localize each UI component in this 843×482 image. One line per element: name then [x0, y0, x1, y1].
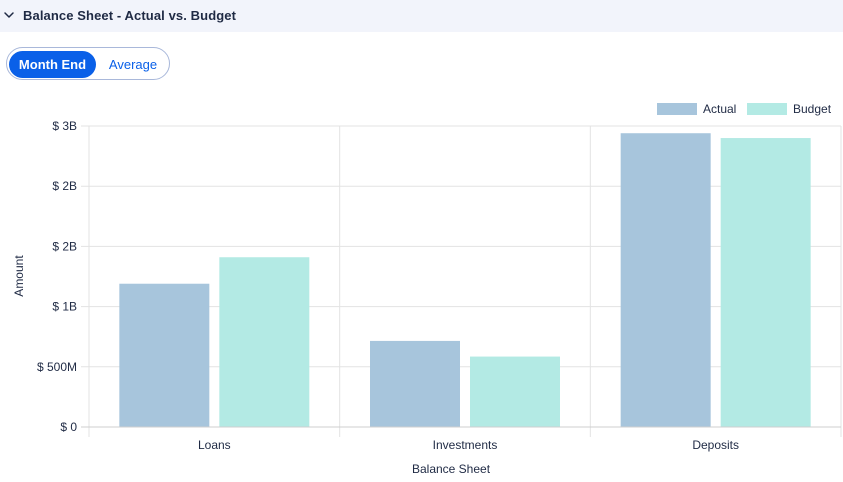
panel-header[interactable]: Balance Sheet - Actual vs. Budget	[0, 0, 843, 32]
bar-actual-deposits	[620, 133, 711, 427]
x-tick-label: Deposits	[692, 438, 739, 452]
y-tick-label: $ 2B	[52, 239, 77, 253]
chevron-down-icon[interactable]	[3, 9, 15, 21]
x-tick-label: Loans	[198, 438, 231, 452]
average-option[interactable]: Average	[108, 57, 158, 72]
y-tick-label: $ 3B	[52, 119, 77, 133]
y-axis-title: Amount	[12, 255, 26, 297]
legend-label-budget: Budget	[793, 102, 832, 116]
panel-title: Balance Sheet - Actual vs. Budget	[23, 8, 237, 23]
x-axis-title: Balance Sheet	[412, 462, 491, 476]
legend-label-actual: Actual	[703, 102, 736, 116]
month-end-option[interactable]: Month End	[9, 51, 96, 78]
y-tick-label: $ 0	[60, 420, 77, 434]
bar-actual-investments	[370, 340, 460, 427]
y-tick-label: $ 1B	[52, 300, 77, 314]
y-tick-label: $ 500M	[37, 360, 77, 374]
legend-swatch-budget	[747, 103, 787, 115]
bar-actual-loans	[119, 283, 210, 427]
y-tick-label: $ 2B	[52, 179, 77, 193]
x-tick-label: Investments	[433, 438, 498, 452]
bar-budget-deposits	[720, 138, 811, 428]
bar-budget-loans	[219, 257, 310, 427]
period-toggle[interactable]: Month End Average	[6, 47, 170, 80]
legend-swatch-actual	[657, 103, 697, 115]
bar-budget-investments	[470, 356, 560, 427]
